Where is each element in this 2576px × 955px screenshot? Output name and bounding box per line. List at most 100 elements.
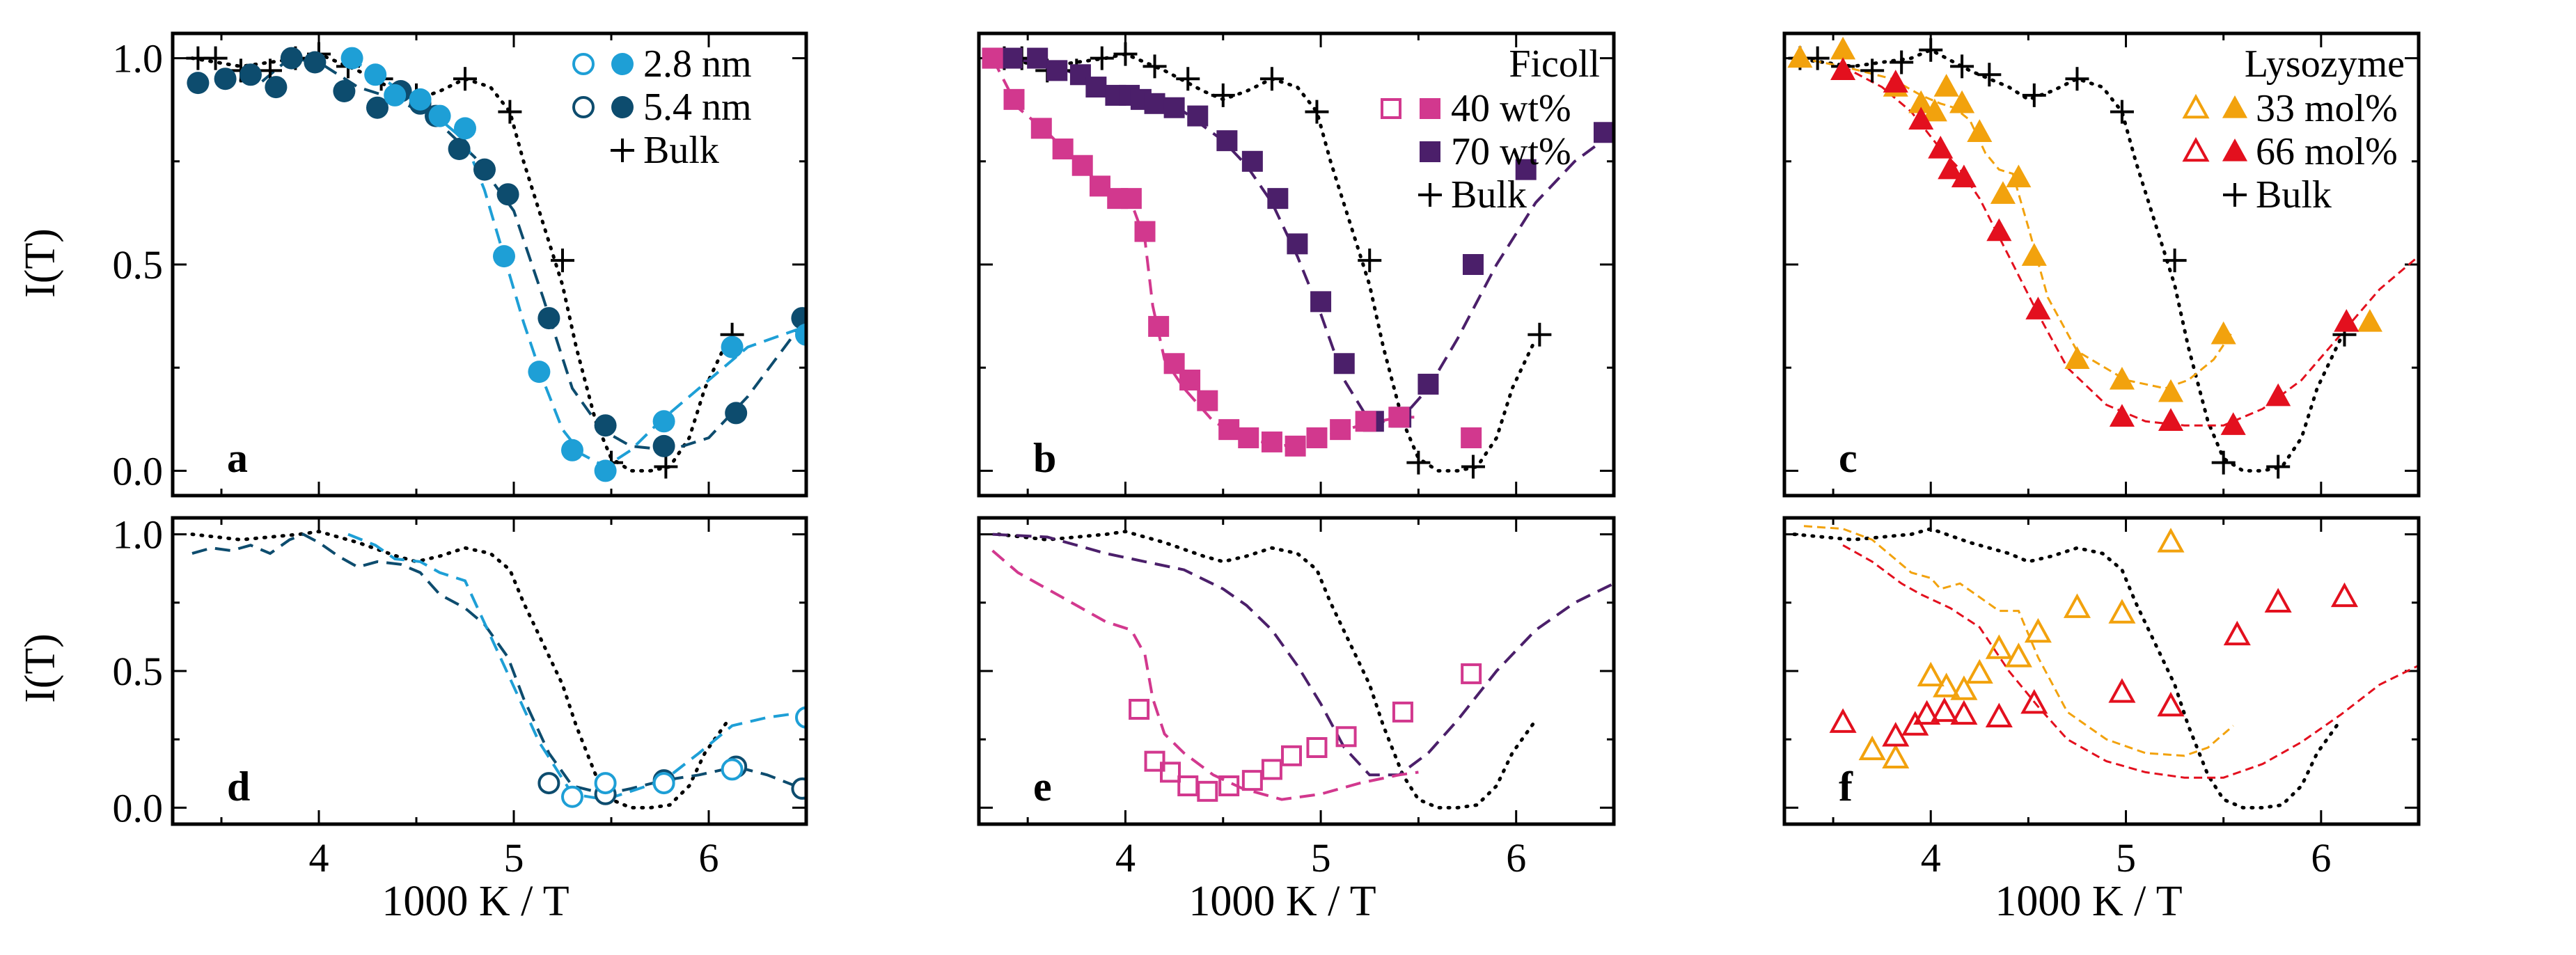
data-point xyxy=(1461,663,1482,684)
data-point xyxy=(1950,54,1974,79)
x-axis-label-e: 1000 K / T xyxy=(1188,878,1376,925)
data-point xyxy=(1129,699,1150,720)
data-point xyxy=(1985,702,2013,728)
legend-label: Bulk xyxy=(2256,173,2332,216)
data-point xyxy=(2063,593,2091,618)
y-tick-label: 0.0 xyxy=(113,448,164,494)
legend-marker-open xyxy=(1381,98,1401,119)
data-point xyxy=(2357,309,2382,332)
fit-line-c66 xyxy=(1842,65,2419,427)
panel-label: b xyxy=(1033,435,1056,481)
data-point xyxy=(2157,691,2185,717)
data-point xyxy=(1392,701,1413,723)
data-point xyxy=(1310,291,1332,313)
data-point xyxy=(1027,47,1049,69)
data-point xyxy=(795,323,806,346)
fit-line-c70 xyxy=(992,56,1614,423)
data-point xyxy=(1241,150,1263,172)
series-33-molpct xyxy=(1858,528,2185,768)
data-point xyxy=(1417,373,1439,395)
data-point xyxy=(428,104,451,127)
legend-label: 40 wt% xyxy=(1451,87,1571,130)
panel-label: a xyxy=(227,435,248,481)
legend-label: Bulk xyxy=(1451,173,1527,216)
data-point xyxy=(1922,98,1947,122)
x-tick-label: 5 xyxy=(504,835,524,881)
fit-line-bulk xyxy=(1792,47,2343,473)
data-point xyxy=(2108,599,2136,624)
data-point xyxy=(453,67,477,91)
data-point xyxy=(1305,100,1329,124)
data-point xyxy=(333,80,356,102)
x-tick-label: 4 xyxy=(1921,835,1941,881)
data-point xyxy=(1858,735,1886,761)
axes-frame xyxy=(171,516,808,826)
data-point xyxy=(1913,700,1941,725)
data-point xyxy=(364,63,387,86)
data-point xyxy=(1787,45,1813,68)
data-point xyxy=(1142,54,1167,79)
data-point xyxy=(594,414,617,437)
data-point xyxy=(2110,100,2134,124)
panel-label: e xyxy=(1033,764,1052,810)
data-point xyxy=(1829,708,1857,733)
data-point xyxy=(1882,722,1910,747)
legend-marker-open xyxy=(2182,136,2210,162)
data-point xyxy=(304,51,327,74)
axes-frame xyxy=(1782,31,2421,498)
x-tick-label: 6 xyxy=(1506,835,1526,881)
legend-marker-bulk xyxy=(2223,183,2247,207)
data-point xyxy=(537,307,560,330)
data-point xyxy=(1216,130,1238,152)
data-point xyxy=(340,47,363,70)
series-2.8-nm xyxy=(340,47,806,482)
data-point xyxy=(1938,156,1963,180)
panel-e: 4 5 6 e xyxy=(977,516,1616,881)
data-point xyxy=(1280,745,1302,766)
data-point xyxy=(721,758,744,781)
data-point xyxy=(498,100,522,124)
data-point xyxy=(652,434,675,457)
data-point xyxy=(2157,528,2185,553)
legend-label: Bulk xyxy=(643,129,719,172)
data-point xyxy=(409,88,432,111)
data-point xyxy=(1977,63,2002,87)
data-point xyxy=(1261,431,1282,452)
panel-f: 4 5 6 f xyxy=(1782,516,2421,881)
lines-e xyxy=(991,530,1614,810)
data-point xyxy=(1805,46,1830,70)
data-point xyxy=(2109,404,2135,427)
data-point xyxy=(1001,47,1023,69)
data-point xyxy=(384,84,407,106)
data-point xyxy=(1830,36,1856,60)
series-40-wtpct xyxy=(1129,663,1482,802)
data-point xyxy=(1830,57,1856,81)
data-point xyxy=(1928,136,1954,159)
data-point xyxy=(2109,367,2135,390)
data-point xyxy=(1950,700,1978,725)
data-point xyxy=(1052,139,1074,159)
data-point xyxy=(721,336,744,358)
data-point xyxy=(1333,353,1355,374)
data-point xyxy=(1238,427,1259,448)
data-point xyxy=(1330,419,1351,441)
legend-marker-bulk xyxy=(1418,183,1442,207)
data-point xyxy=(1261,759,1282,780)
y-tick-label: 0.5 xyxy=(113,649,164,694)
data-point xyxy=(2006,164,2032,188)
data-point xyxy=(1306,737,1328,758)
x-tick-label: 4 xyxy=(309,835,329,881)
data-point xyxy=(1355,411,1376,432)
data-point xyxy=(2024,617,2052,643)
data-point xyxy=(1985,634,2013,659)
data-point xyxy=(594,772,617,795)
x-axis-label-d: 1000 K / T xyxy=(382,878,569,925)
data-point xyxy=(1134,221,1156,242)
data-point xyxy=(2265,383,2291,407)
data-point xyxy=(1090,46,1114,70)
data-point xyxy=(1163,97,1185,118)
